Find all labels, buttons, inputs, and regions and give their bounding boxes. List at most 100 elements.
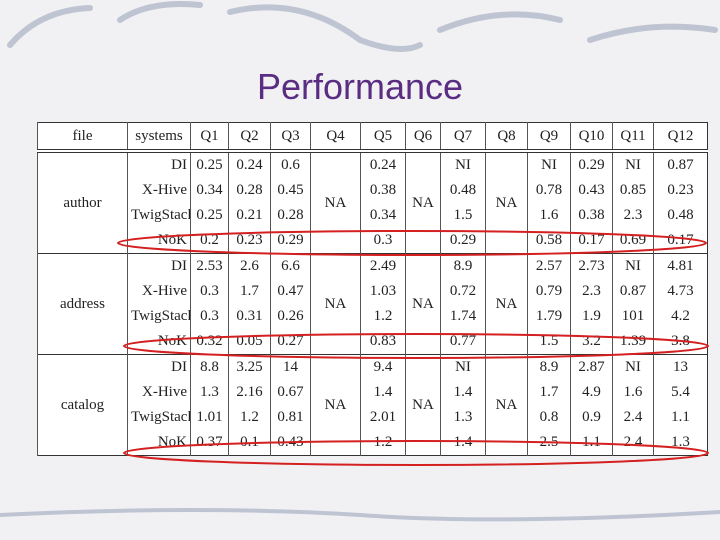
na-cell: NA xyxy=(485,150,528,254)
value-cell: 0.34 xyxy=(190,178,229,203)
value-cell: 0.29 xyxy=(270,228,311,254)
value-cell: 2.53 xyxy=(190,253,229,279)
system-cell: DI xyxy=(127,253,191,279)
value-cell: 3.25 xyxy=(228,354,271,380)
slide-title: Performance xyxy=(256,66,464,107)
value-cell: 0.9 xyxy=(570,405,613,430)
value-cell: 0.43 xyxy=(270,430,311,456)
value-cell: 0.29 xyxy=(440,228,486,254)
value-cell: 1.01 xyxy=(190,405,229,430)
value-cell: 1.79 xyxy=(527,304,571,329)
value-cell: NI xyxy=(612,253,654,279)
table-row: catalog DI 8.8 3.25 14 NA 9.4 NA NI NA 8.9 2.87 NI 13 xyxy=(37,354,708,456)
value-cell: NI xyxy=(527,150,571,178)
header-cell: Q4 xyxy=(310,122,361,153)
value-cell: 1.6 xyxy=(527,203,571,228)
system-cell: NoK xyxy=(127,430,191,456)
na-cell: NA xyxy=(405,253,441,355)
table-row: address DI 2.53 2.6 6.6 NA 2.49 NA 8.9 NA 2.57 2.73… xyxy=(37,253,708,355)
value-cell: 101 xyxy=(612,304,654,329)
value-cell: 0.43 xyxy=(570,178,613,203)
header-cell: Q2 xyxy=(228,122,271,153)
value-cell: 1.7 xyxy=(228,279,271,304)
system-cell: TwigStack xyxy=(127,405,191,430)
value-cell: 1.9 xyxy=(570,304,613,329)
value-cell: 3.8 xyxy=(653,329,708,355)
value-cell: 1.5 xyxy=(527,329,571,355)
value-cell: 0.79 xyxy=(527,279,571,304)
value-cell: NI xyxy=(440,354,486,380)
header-cell: Q11 xyxy=(612,122,654,153)
value-cell: 0.25 xyxy=(190,203,229,228)
value-cell: 2.49 xyxy=(360,253,406,279)
system-cell: TwigStack xyxy=(127,304,191,329)
value-cell: 0.69 xyxy=(612,228,654,254)
value-cell: 0.85 xyxy=(612,178,654,203)
system-cell: DI xyxy=(127,354,191,380)
value-cell: 9.4 xyxy=(360,354,406,380)
value-cell: 0.47 xyxy=(270,279,311,304)
na-cell: NA xyxy=(310,253,361,355)
system-cell: NoK xyxy=(127,228,191,254)
value-cell: 1.2 xyxy=(360,304,406,329)
value-cell: 0.38 xyxy=(360,178,406,203)
table-row: TwigStack 0.25 0.21 0.28 0.34 1.5 1.6 0.38 2.3 0.… xyxy=(38,203,708,228)
value-cell: 8.9 xyxy=(440,253,486,279)
value-cell: 4.9 xyxy=(570,380,613,405)
value-cell: 1.2 xyxy=(228,405,271,430)
header-cell: Q6 xyxy=(405,122,441,153)
value-cell: 2.3 xyxy=(612,203,654,228)
value-cell: 0.87 xyxy=(612,279,654,304)
system-cell: X-Hive xyxy=(127,279,191,304)
value-cell: 2.16 xyxy=(228,380,271,405)
value-cell: 0.31 xyxy=(228,304,271,329)
value-cell: 2.87 xyxy=(570,354,613,380)
value-cell: 0.48 xyxy=(440,178,486,203)
value-cell: 0.28 xyxy=(228,178,271,203)
value-cell: 0.83 xyxy=(360,329,406,355)
header-cell: Q7 xyxy=(440,122,486,153)
header-cell: Q8 xyxy=(485,122,528,153)
value-cell: 3.2 xyxy=(570,329,613,355)
value-cell: 1.4 xyxy=(360,380,406,405)
table-row: X-Hive 1.3 2.16 0.67 1.4 1.4 1.7 4.9 1.6 5.4 xyxy=(38,380,708,405)
header-cell: file xyxy=(37,122,128,153)
value-cell: 0.32 xyxy=(190,329,229,355)
value-cell: 14 xyxy=(270,354,311,380)
value-cell: 8.9 xyxy=(527,354,571,380)
value-cell: 0.38 xyxy=(570,203,613,228)
table-row: NoK 0.2 0.23 0.29 0.3 0.29 0.58 0.17 0.69 0.17 xyxy=(38,228,708,254)
value-cell: 1.3 xyxy=(190,380,229,405)
na-cell: NA xyxy=(310,354,361,456)
header-cell: Q3 xyxy=(270,122,311,153)
value-cell: NI xyxy=(440,150,486,178)
system-cell: DI xyxy=(127,150,191,178)
value-cell: 0.81 xyxy=(270,405,311,430)
na-cell: NA xyxy=(405,354,441,456)
value-cell: 0.2 xyxy=(190,228,229,254)
header-cell: Q12 xyxy=(653,122,708,153)
header-cell: Q1 xyxy=(190,122,229,153)
table-row: TwigStack 0.3 0.31 0.26 1.2 1.74 1.79 1.9 101 4.2 xyxy=(38,304,708,329)
table-row: X-Hive 0.34 0.28 0.45 0.38 0.48 0.78 0.43 0.85 0.… xyxy=(38,178,708,203)
value-cell: 0.24 xyxy=(360,150,406,178)
value-cell: 0.28 xyxy=(270,203,311,228)
value-cell: 0.48 xyxy=(653,203,708,228)
value-cell: 0.05 xyxy=(228,329,271,355)
value-cell: 1.7 xyxy=(527,380,571,405)
value-cell: 2.57 xyxy=(527,253,571,279)
value-cell: 0.67 xyxy=(270,380,311,405)
value-cell: 0.23 xyxy=(228,228,271,254)
table-row: NoK 0.32 0.05 0.27 0.83 0.77 1.5 3.2 1.39 3.8 xyxy=(38,329,708,355)
file-cell: catalog xyxy=(37,354,128,456)
value-cell: 1.1 xyxy=(653,405,708,430)
header-cell: Q5 xyxy=(360,122,406,153)
value-cell: 0.21 xyxy=(228,203,271,228)
value-cell: 1.4 xyxy=(440,430,486,456)
file-cell: author xyxy=(37,150,128,254)
value-cell: 0.3 xyxy=(360,228,406,254)
na-cell: NA xyxy=(485,253,528,355)
value-cell: 0.58 xyxy=(527,228,571,254)
value-cell: 0.72 xyxy=(440,279,486,304)
